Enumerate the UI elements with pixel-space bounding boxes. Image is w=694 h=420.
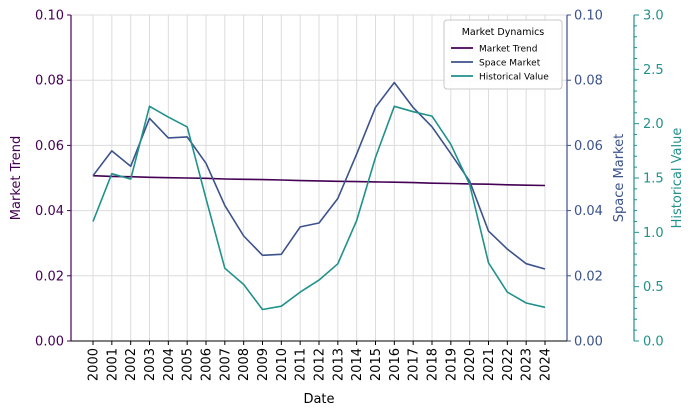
left-tick-label: 0.10 <box>35 9 64 24</box>
x-tick-label: 2012 <box>313 348 328 381</box>
x-tick-label: 2014 <box>350 348 365 381</box>
x-tick-label: 2021 <box>482 348 497 381</box>
left-axis-title: Market Trend <box>9 136 24 220</box>
legend-box <box>443 19 563 90</box>
x-tick-label: 2003 <box>143 348 158 381</box>
x-tick-label: 2008 <box>237 348 252 381</box>
left-tick-label: 0.04 <box>35 204 64 219</box>
outer-tick-label: 0.5 <box>643 280 664 295</box>
x-tick-label: 2002 <box>124 348 139 381</box>
x-tick-label: 2007 <box>218 348 233 381</box>
x-tick-label: 2013 <box>331 348 346 381</box>
x-tick-label: 2024 <box>539 348 554 381</box>
legend-title: Market Dynamics <box>462 27 545 38</box>
legend-entry: Historical Value <box>479 73 549 83</box>
outer-tick-label: 1.0 <box>643 226 664 241</box>
x-tick-label: 2022 <box>501 348 516 381</box>
outer-tick-label: 2.5 <box>643 63 664 78</box>
right-tick-label: 0.02 <box>574 269 603 284</box>
x-tick-label: 2010 <box>275 348 290 381</box>
x-axis-label: Date <box>303 392 334 407</box>
outer-tick-label: 0.0 <box>643 335 664 350</box>
right-axis-title: Space Market <box>612 134 627 222</box>
x-tick-label: 2019 <box>444 348 459 381</box>
x-tick-label: 2023 <box>520 348 535 381</box>
right-tick-label: 0.08 <box>574 74 603 89</box>
x-tick-label: 2020 <box>463 348 478 381</box>
right-tick-label: 0.00 <box>574 335 603 350</box>
x-tick-label: 2015 <box>369 348 384 381</box>
legend-entry: Market Trend <box>479 45 537 55</box>
x-tick-label: 2001 <box>105 348 120 381</box>
left-tick-label: 0.02 <box>35 269 64 284</box>
axes-layer: 0.00 0.02 0.04 0.06 0.08 0.10 0.00 0.02 0.04 0.06… <box>9 9 685 382</box>
legend-entry: Space Market <box>479 59 541 69</box>
x-tick-label: 2005 <box>181 348 196 381</box>
x-tick-label: 2017 <box>407 348 422 381</box>
x-tick-label: 2004 <box>162 348 177 381</box>
x-tick-label: 2009 <box>256 348 271 381</box>
legend: Market Dynamics Market Trend Space Market H… <box>443 19 563 90</box>
x-tick-label: 2016 <box>388 348 403 381</box>
left-tick-label: 0.00 <box>35 335 64 350</box>
right-tick-label: 0.04 <box>574 204 603 219</box>
x-tick-label: 2018 <box>426 348 441 381</box>
outer-tick-label: 2.0 <box>643 117 664 132</box>
outer-axis-title: Historical Value <box>670 128 685 229</box>
series-line <box>92 81 546 270</box>
x-tick-label: 2006 <box>200 348 215 381</box>
left-tick-label: 0.08 <box>35 74 64 89</box>
outer-tick-label: 1.5 <box>643 172 664 187</box>
x-tick-label: 2000 <box>87 348 102 381</box>
grid-layer <box>71 14 567 342</box>
x-tick-label: 2011 <box>294 348 309 381</box>
left-tick-label: 0.06 <box>35 139 64 154</box>
right-tick-label: 0.10 <box>574 9 603 24</box>
series-layer <box>92 81 546 311</box>
series-line <box>92 105 546 311</box>
outer-tick-label: 3.0 <box>643 9 664 24</box>
right-tick-label: 0.06 <box>574 139 603 154</box>
